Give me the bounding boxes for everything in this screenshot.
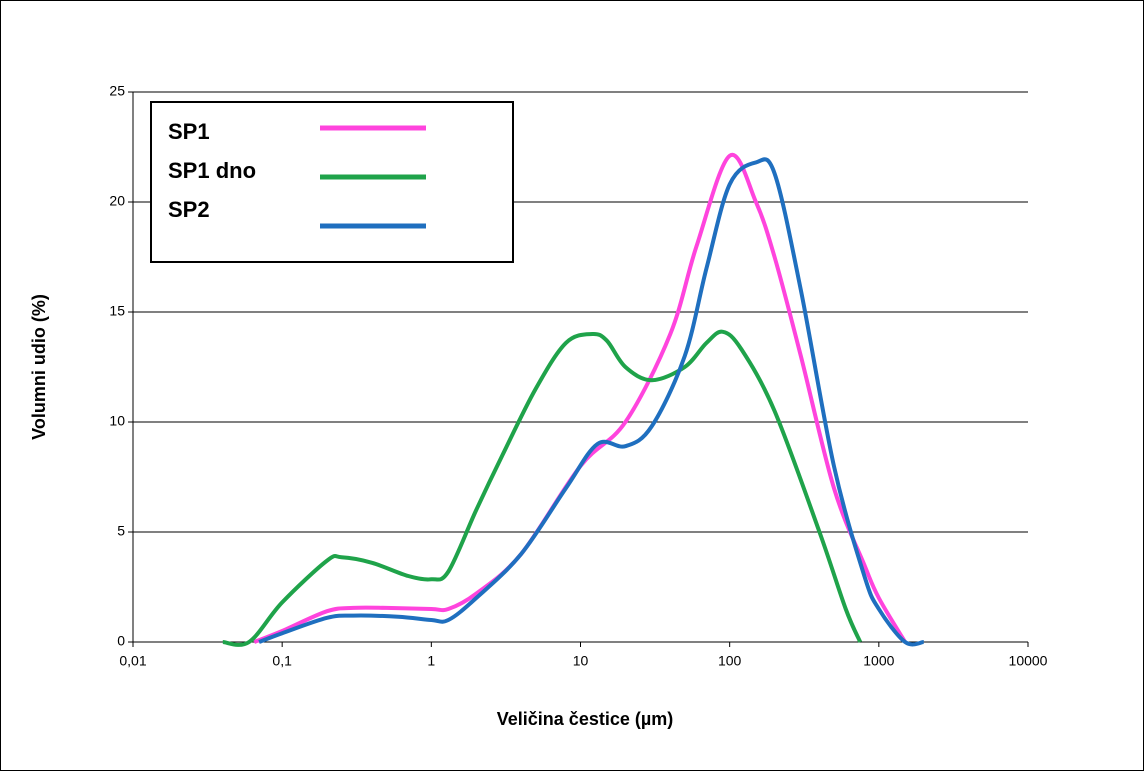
y-tick-label: 0 — [117, 633, 125, 649]
y-tick-label: 15 — [109, 303, 125, 319]
x-tick-label: 1000 — [863, 653, 894, 669]
data-line — [258, 157, 925, 647]
y-axis-title: Volumni udio (%) — [29, 294, 49, 440]
x-tick-label: 0,01 — [119, 653, 146, 669]
y-tick-label: 20 — [109, 193, 125, 209]
data-line — [222, 329, 863, 647]
legend-label: SP1 — [168, 119, 210, 144]
x-tick-label: 1 — [427, 653, 435, 669]
x-tick-label: 0,1 — [272, 653, 292, 669]
x-axis-title: Veličina čestice (µm) — [497, 709, 673, 729]
x-tick-label: 10 — [573, 653, 589, 669]
legend-label: SP2 — [168, 197, 210, 222]
y-tick-label: 10 — [109, 413, 125, 429]
x-tick-label: 100 — [718, 653, 742, 669]
legend-label: SP1 dno — [168, 158, 256, 183]
y-tick-label: 25 — [109, 83, 125, 99]
x-tick-label: 10000 — [1009, 653, 1048, 669]
y-tick-label: 5 — [117, 523, 125, 539]
